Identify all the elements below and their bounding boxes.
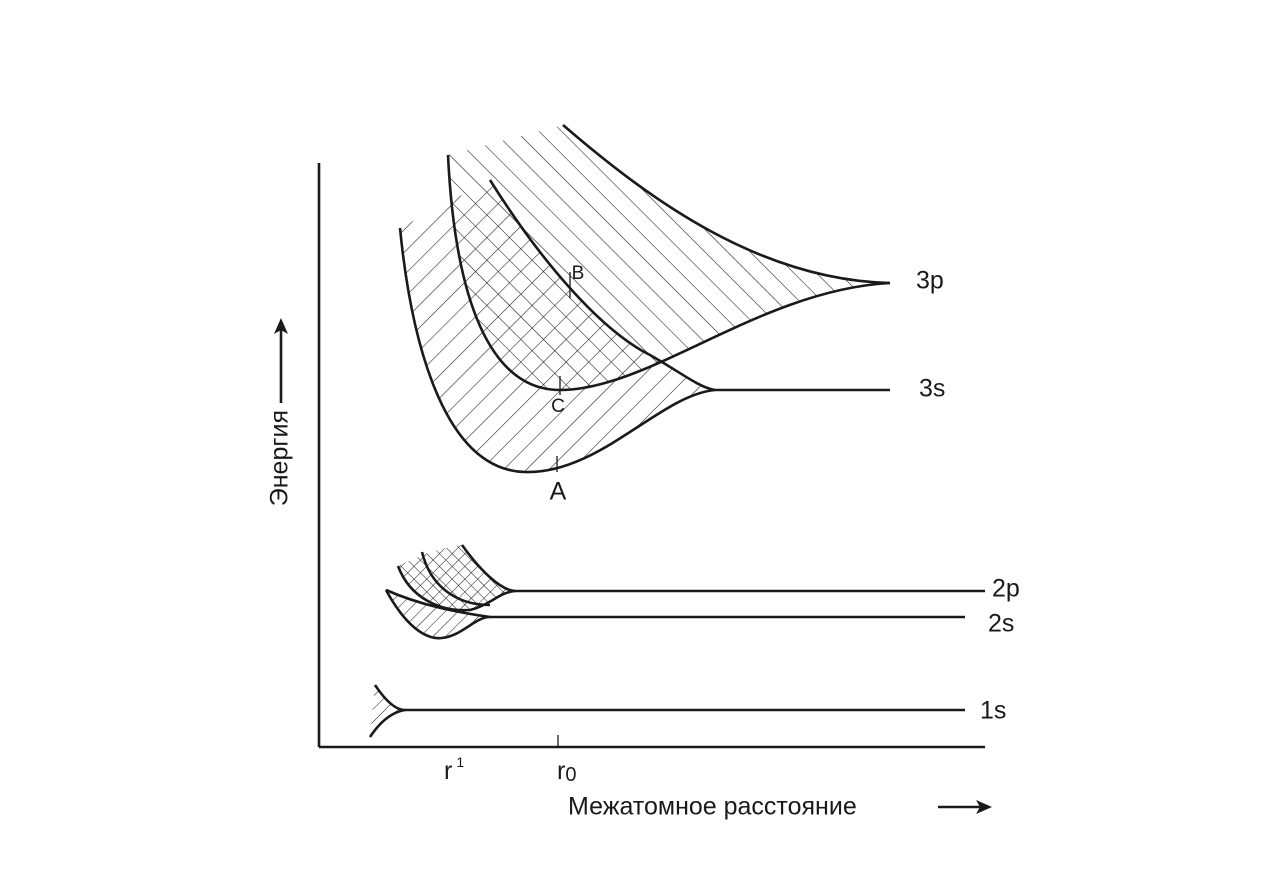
band-2s-upper [385, 588, 491, 619]
level-label: 1s [980, 697, 1006, 725]
x-axis-label: Межатомное расстояние [568, 793, 857, 821]
y-arrow-head [274, 318, 288, 334]
band-2s-lower [384, 589, 965, 640]
band-3s-lower [398, 227, 890, 474]
band-3p-upper [562, 124, 891, 285]
band-2p-lower [396, 565, 985, 612]
band-1s-lower [368, 708, 406, 738]
level-label: 2s [988, 610, 1014, 638]
band-2p-inner [420, 551, 491, 607]
band-3p-fill [448, 125, 890, 390]
r0-label: r0 [557, 757, 576, 787]
band-2s-fill [386, 590, 490, 639]
level-label: 3p [916, 267, 944, 295]
r0-base: r [557, 757, 565, 785]
band-1s-upper [373, 684, 965, 712]
r1-sup: 1 [456, 754, 464, 770]
r0-sub: 0 [565, 764, 576, 786]
r1-base: r [444, 757, 452, 785]
point-label: A [550, 478, 567, 506]
point-label: B [572, 263, 585, 284]
band-2p-upper [460, 544, 516, 593]
level-label: 2p [992, 575, 1020, 603]
x-arrow-head [976, 800, 992, 814]
band-2p-fill [398, 545, 515, 611]
level-label: 3s [919, 375, 945, 403]
band-3s-upper [488, 179, 716, 392]
y-axis-label: Энергия [266, 410, 294, 506]
point-label: C [551, 396, 565, 417]
